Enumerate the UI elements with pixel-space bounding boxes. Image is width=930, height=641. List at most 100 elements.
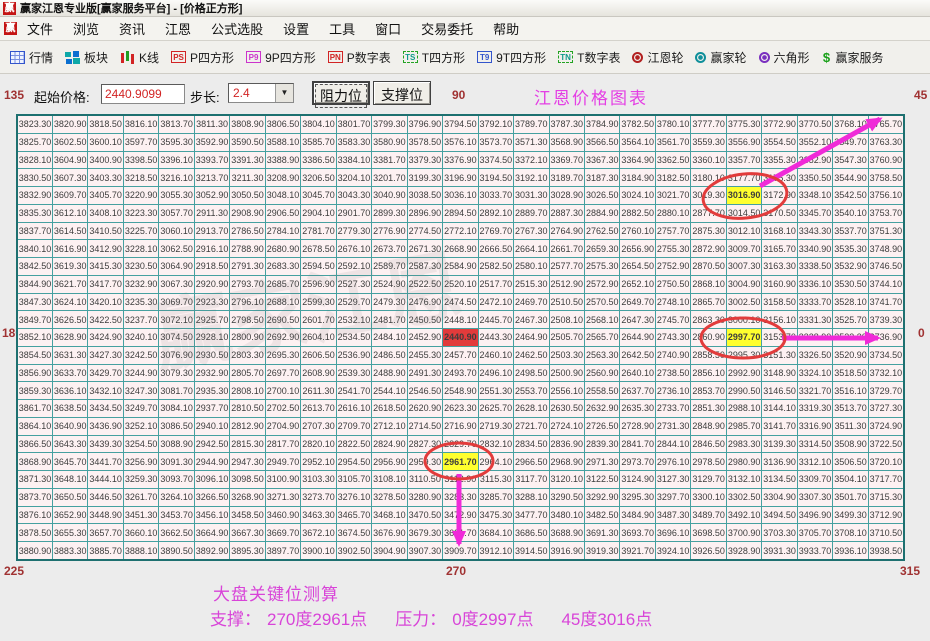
price-cell[interactable]: 3103.30 (300, 470, 337, 489)
price-cell[interactable]: 3156.10 (761, 310, 798, 330)
price-cell[interactable]: 2536.90 (335, 345, 373, 365)
price-cell[interactable]: 3129.70 (690, 470, 727, 489)
price-cell[interactable]: 2870.50 (690, 257, 727, 276)
price-cell[interactable]: 2769.70 (477, 221, 515, 241)
price-cell[interactable]: 3823.30 (16, 114, 53, 134)
price-cell[interactable]: 3626.50 (51, 310, 89, 330)
price-cell[interactable]: 3914.50 (513, 541, 550, 561)
price-cell[interactable]: 3139.30 (761, 434, 798, 454)
price-cell[interactable]: 2606.50 (300, 345, 337, 365)
price-cell[interactable]: 3513.70 (832, 399, 869, 418)
price-cell[interactable]: 2923.30 (193, 292, 231, 312)
price-cell[interactable]: 2760.10 (619, 221, 656, 241)
price-cell[interactable]: 3592.90 (193, 132, 231, 152)
price-cell[interactable]: 2764.90 (548, 221, 586, 241)
price-cell[interactable]: 3319.30 (796, 399, 834, 418)
price-cell[interactable]: 2784.10 (264, 221, 302, 241)
price-cell[interactable]: 3405.70 (87, 186, 124, 205)
price-cell[interactable]: 3919.30 (583, 541, 621, 561)
price-cell[interactable]: 2452.90 (406, 328, 444, 347)
price-cell[interactable]: 3184.90 (619, 168, 656, 188)
price-cell[interactable]: 3499.30 (832, 505, 869, 525)
price-cell[interactable]: 3794.50 (442, 114, 479, 134)
price-cell[interactable]: 2613.70 (300, 399, 337, 418)
price-cell[interactable]: 3028.90 (548, 186, 586, 205)
price-cell[interactable]: 2457.70 (442, 345, 479, 365)
price-cell[interactable]: 3292.90 (583, 487, 621, 507)
price-cell[interactable]: 3117.70 (513, 470, 550, 489)
price-cell[interactable]: 3266.50 (193, 487, 231, 507)
price-cell[interactable]: 2928.10 (193, 328, 231, 347)
price-cell[interactable]: 2671.30 (406, 239, 444, 259)
price-cell[interactable]: 2685.70 (264, 274, 302, 294)
price-cell[interactable]: 3508.90 (832, 434, 869, 454)
price-cell[interactable]: 3650.50 (51, 487, 89, 507)
price-cell[interactable]: 3427.30 (87, 345, 124, 365)
price-cell[interactable]: 2474.50 (442, 292, 479, 312)
price-cell[interactable]: 3590.50 (229, 132, 266, 152)
price-cell[interactable]: 3343.30 (796, 221, 834, 241)
price-cell[interactable]: 3852.10 (16, 328, 53, 347)
price-cell[interactable]: 3916.90 (548, 541, 586, 561)
price-cell[interactable]: 3100.90 (264, 470, 302, 489)
price-cell[interactable]: 3489.70 (690, 505, 727, 525)
price-cell[interactable]: 2479.30 (371, 292, 408, 312)
price-cell[interactable]: 3225.70 (122, 221, 160, 241)
price-cell[interactable]: 3369.70 (548, 150, 586, 170)
price-cell[interactable]: 2618.50 (371, 399, 408, 418)
price-cell[interactable]: 2848.90 (690, 416, 727, 436)
price-cell[interactable]: 2985.70 (725, 416, 763, 436)
price-cell[interactable]: 3652.90 (51, 505, 89, 525)
price-cell[interactable]: 3729.70 (867, 381, 905, 401)
price-cell[interactable]: 3398.50 (122, 150, 160, 170)
price-cell[interactable]: 2488.90 (371, 363, 408, 383)
price-cell[interactable]: 3415.30 (87, 257, 124, 276)
price-cell[interactable]: 3417.70 (87, 274, 124, 294)
price-cell[interactable]: 3208.90 (264, 168, 302, 188)
price-cell[interactable]: 2690.50 (264, 310, 302, 330)
price-cell[interactable]: 3799.30 (371, 114, 408, 134)
price-cell[interactable]: 3007.30 (725, 257, 763, 276)
price-cell[interactable]: 2925.70 (193, 310, 231, 330)
price-cell[interactable]: 2846.50 (690, 434, 727, 454)
menu-item[interactable]: 工具 (329, 22, 356, 37)
price-cell[interactable]: 3645.70 (51, 452, 89, 472)
price-cell[interactable]: 2916.10 (193, 239, 231, 259)
toolbar-button-P数字表[interactable]: PN P数字表 (323, 47, 396, 68)
price-cell[interactable]: 2942.50 (193, 434, 231, 454)
price-cell[interactable]: 3556.90 (725, 132, 763, 152)
price-cell[interactable]: 3460.90 (264, 505, 302, 525)
price-cell[interactable]: 2954.50 (335, 452, 373, 472)
price-cell[interactable]: 3724.90 (867, 416, 905, 436)
price-cell[interactable]: 2604.10 (300, 328, 337, 347)
price-cell[interactable]: 2724.10 (548, 416, 586, 436)
price-cell[interactable]: 3820.90 (51, 114, 89, 134)
price-cell[interactable]: 3134.50 (761, 470, 798, 489)
price-cell[interactable]: 3276.10 (335, 487, 373, 507)
toolbar-button-赢家轮[interactable]: 赢家轮 (690, 47, 751, 68)
menu-item[interactable]: 窗口 (375, 22, 402, 37)
price-cell[interactable]: 3362.50 (654, 150, 692, 170)
price-cell[interactable]: 3043.30 (335, 186, 373, 205)
price-cell[interactable]: 3463.30 (300, 505, 337, 525)
price-cell[interactable]: 3364.90 (619, 150, 656, 170)
price-cell[interactable]: 3667.30 (229, 523, 266, 543)
price-cell[interactable]: 3849.70 (16, 310, 53, 330)
price-cell[interactable]: 3806.50 (264, 114, 302, 134)
resistance-button[interactable]: 阻力位 (312, 81, 370, 108)
price-cell[interactable]: 3009.70 (725, 239, 763, 259)
price-cell[interactable]: 2652.10 (619, 274, 656, 294)
price-cell[interactable]: 3681.70 (442, 523, 479, 543)
price-cell[interactable]: 3172.90 (761, 186, 798, 205)
price-cell[interactable]: 3124.90 (619, 470, 656, 489)
price-cell[interactable]: 3664.90 (193, 523, 231, 543)
price-cell[interactable]: 2508.10 (548, 310, 586, 330)
price-cell[interactable]: 3446.50 (87, 487, 124, 507)
highlighted-price-cell[interactable]: 2997.70 (725, 328, 763, 347)
price-cell[interactable]: 2700.10 (264, 381, 302, 401)
price-cell[interactable]: 2901.70 (335, 203, 373, 223)
price-cell[interactable]: 3456.10 (193, 505, 231, 525)
price-cell[interactable]: 3175.30 (761, 168, 798, 188)
price-cell[interactable]: 3631.30 (51, 345, 89, 365)
price-cell[interactable]: 3199.30 (406, 168, 444, 188)
